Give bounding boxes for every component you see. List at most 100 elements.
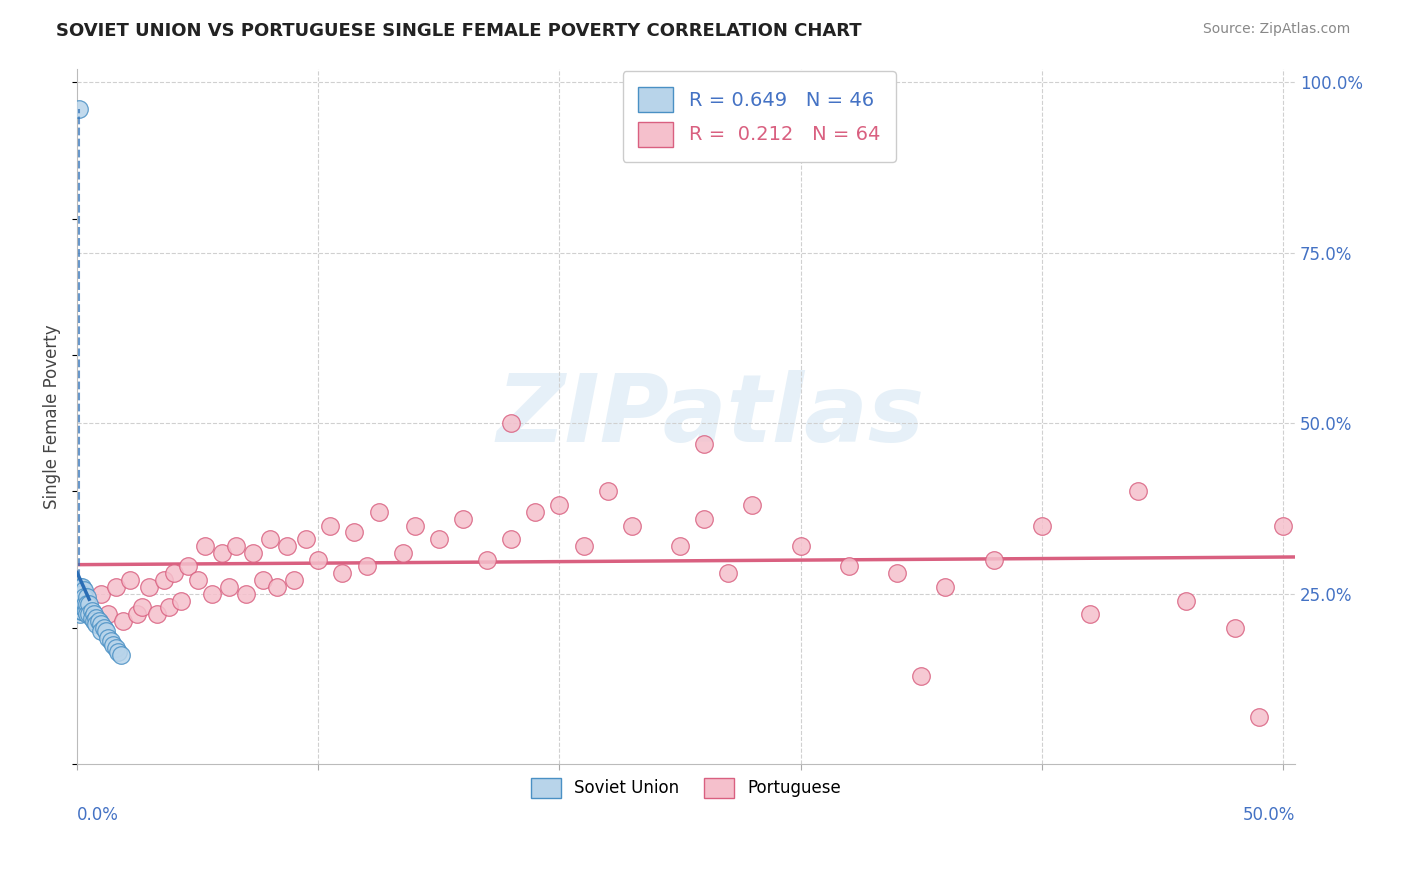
Point	[266, 580, 288, 594]
Point	[319, 518, 342, 533]
Point	[73, 597, 96, 611]
Point	[67, 103, 90, 117]
Point	[572, 539, 595, 553]
Point	[194, 539, 217, 553]
Point	[127, 607, 149, 622]
Point	[1031, 518, 1053, 533]
Point	[72, 593, 94, 607]
Point	[90, 617, 112, 632]
Point	[70, 597, 93, 611]
Point	[77, 607, 100, 622]
Point	[145, 607, 167, 622]
Point	[111, 614, 134, 628]
Point	[70, 580, 93, 594]
Point	[90, 587, 112, 601]
Point	[107, 645, 129, 659]
Point	[69, 607, 91, 622]
Text: SOVIET UNION VS PORTUGUESE SINGLE FEMALE POVERTY CORRELATION CHART: SOVIET UNION VS PORTUGUESE SINGLE FEMALE…	[56, 22, 862, 40]
Point	[70, 604, 93, 618]
Text: ZIPatlas: ZIPatlas	[496, 370, 925, 462]
Point	[501, 416, 523, 430]
Point	[177, 559, 200, 574]
Point	[886, 566, 908, 581]
Point	[620, 518, 643, 533]
Point	[789, 539, 811, 553]
Point	[1247, 709, 1270, 723]
Point	[76, 590, 98, 604]
Point	[70, 593, 93, 607]
Point	[97, 607, 120, 622]
Point	[97, 631, 120, 645]
Point	[187, 573, 209, 587]
Point	[77, 597, 100, 611]
Point	[259, 532, 281, 546]
Point	[391, 546, 413, 560]
Point	[475, 552, 498, 566]
Point	[69, 593, 91, 607]
Point	[218, 580, 240, 594]
Point	[235, 587, 257, 601]
Point	[76, 607, 98, 622]
Point	[70, 604, 93, 618]
Point	[1175, 593, 1198, 607]
Point	[131, 600, 153, 615]
Text: Source: ZipAtlas.com: Source: ZipAtlas.com	[1202, 22, 1350, 37]
Point	[80, 604, 103, 618]
Point	[225, 539, 247, 553]
Point	[103, 638, 125, 652]
Point	[741, 498, 763, 512]
Y-axis label: Single Female Poverty: Single Female Poverty	[44, 324, 60, 508]
Text: 50.0%: 50.0%	[1243, 806, 1295, 824]
Point	[138, 580, 160, 594]
Point	[596, 484, 619, 499]
Point	[69, 590, 91, 604]
Point	[73, 583, 96, 598]
Point	[276, 539, 298, 553]
Point	[343, 525, 366, 540]
Point	[838, 559, 860, 574]
Point	[669, 539, 692, 553]
Point	[162, 566, 184, 581]
Point	[69, 600, 91, 615]
Point	[427, 532, 450, 546]
Point	[86, 610, 108, 624]
Point	[524, 505, 547, 519]
Point	[501, 532, 523, 546]
Point	[100, 634, 122, 648]
Point	[1271, 518, 1294, 533]
Point	[1128, 484, 1150, 499]
Point	[693, 512, 716, 526]
Point	[87, 614, 110, 628]
Point	[83, 614, 105, 628]
Point	[70, 597, 93, 611]
Point	[252, 573, 274, 587]
Point	[211, 546, 233, 560]
Point	[70, 587, 93, 601]
Point	[170, 593, 193, 607]
Point	[404, 518, 426, 533]
Point	[69, 580, 91, 594]
Point	[548, 498, 571, 512]
Point	[73, 590, 96, 604]
Point	[104, 641, 127, 656]
Point	[201, 587, 224, 601]
Point	[69, 600, 91, 615]
Point	[69, 593, 91, 607]
Point	[90, 624, 112, 639]
Point	[76, 597, 98, 611]
Point	[93, 621, 115, 635]
Point	[242, 546, 264, 560]
Point	[120, 573, 142, 587]
Point	[307, 552, 329, 566]
Point	[104, 580, 127, 594]
Point	[83, 607, 105, 622]
Point	[910, 668, 932, 682]
Point	[332, 566, 354, 581]
Point	[153, 573, 176, 587]
Point	[1078, 607, 1101, 622]
Legend: Soviet Union, Portuguese: Soviet Union, Portuguese	[524, 771, 848, 805]
Point	[1223, 621, 1246, 635]
Point	[67, 590, 90, 604]
Point	[295, 532, 318, 546]
Point	[717, 566, 740, 581]
